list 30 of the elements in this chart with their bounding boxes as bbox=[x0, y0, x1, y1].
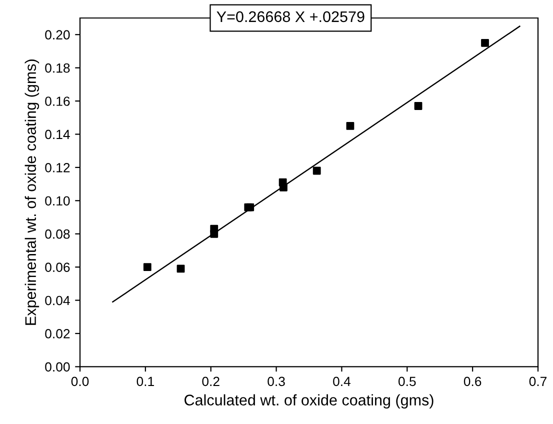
point bbox=[312, 166, 321, 175]
y-tick-label: 0.12 bbox=[45, 163, 70, 172]
point bbox=[481, 38, 489, 47]
y-axis-title: Experimental wt. of oxide coating (gms) bbox=[24, 60, 40, 325]
y-tick-label: 0.16 bbox=[45, 96, 70, 106]
point bbox=[210, 230, 218, 238]
x-tick-label: 0.6 bbox=[464, 376, 482, 386]
annotation: Y=0.26668 X +.02579 bbox=[216, 11, 364, 22]
y-tick-label: 0.00 bbox=[45, 362, 70, 372]
point bbox=[176, 264, 185, 273]
y-tick-label: 0.10 bbox=[45, 196, 70, 206]
x-tick-label: 0.1 bbox=[136, 376, 154, 386]
point bbox=[143, 263, 152, 272]
point bbox=[414, 102, 422, 110]
y-tick-label: 0.14 bbox=[45, 130, 70, 140]
y-tick-label: 0.06 bbox=[45, 262, 70, 272]
x-tick-label: 0.0 bbox=[71, 376, 89, 386]
x-tick-label: 0.7 bbox=[529, 376, 547, 386]
y-tick-label: 0.04 bbox=[45, 296, 70, 306]
y-tick-label: 0.20 bbox=[45, 30, 70, 40]
point bbox=[280, 183, 288, 192]
x-tick-label: 0.4 bbox=[333, 376, 350, 386]
y-tick-label: 0.02 bbox=[45, 329, 70, 338]
y-tick-label: 0.18 bbox=[45, 63, 70, 73]
y-tick-label: 0.08 bbox=[45, 229, 70, 239]
x-tick-label: 0.2 bbox=[202, 376, 220, 386]
point bbox=[346, 122, 354, 130]
x-axis-title: Calculated wt. of oxide coating (gms) bbox=[184, 394, 434, 409]
x-tick-label: 0.3 bbox=[268, 376, 285, 386]
x-tick-label: 0.5 bbox=[398, 376, 416, 386]
